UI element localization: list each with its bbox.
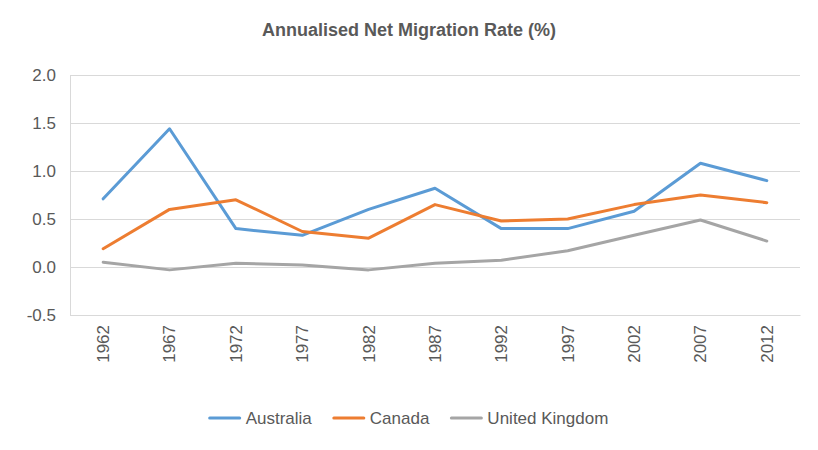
x-tick: 1992 <box>492 315 511 363</box>
x-tick-label: 1982 <box>360 325 379 363</box>
y-tick-label: 0.5 <box>32 210 56 229</box>
x-tick: 2012 <box>758 315 777 363</box>
x-tick: 1972 <box>227 315 246 363</box>
grid-line <box>70 315 800 316</box>
x-tick-label: 1972 <box>227 325 246 363</box>
legend-item: Australia <box>210 409 313 428</box>
x-tick: 1997 <box>559 315 578 363</box>
grid-line <box>70 219 800 220</box>
y-tick-label: 1.0 <box>32 162 56 181</box>
x-axis-line <box>71 315 801 316</box>
x-axis: 1962 1967 1972 1977 1982 1987 1992 1997 2002 2007… <box>71 315 801 363</box>
legend-label: United Kingdom <box>487 409 608 428</box>
grid-line <box>70 123 800 124</box>
series-line <box>103 129 767 236</box>
y-tick-label: 2.0 <box>32 66 56 85</box>
x-tick-label: 1997 <box>559 325 578 363</box>
x-tick: 2002 <box>625 315 644 363</box>
x-tick-label: 1962 <box>94 325 113 363</box>
y-tick: 1.5 <box>32 114 800 133</box>
legend-item: Canada <box>334 409 430 428</box>
x-tick: 1982 <box>360 315 379 363</box>
legend-swatch <box>451 417 481 420</box>
legend-label: Canada <box>370 409 430 428</box>
y-tick: -0.5 <box>27 306 800 325</box>
legend: Australia Canada United Kingdom <box>210 409 609 428</box>
x-tick-label: 1987 <box>426 325 445 363</box>
y-tick-label: -0.5 <box>27 306 56 325</box>
legend-label: Australia <box>246 409 313 428</box>
plot: -0.50.00.51.01.52.0196219671972197719821… <box>27 66 801 363</box>
x-tick: 2007 <box>691 315 710 363</box>
legend-item: United Kingdom <box>451 409 608 428</box>
legend-swatch <box>210 417 240 420</box>
x-tick-label: 2002 <box>625 325 644 363</box>
x-tick: 1967 <box>160 315 179 363</box>
y-tick: 2.0 <box>32 66 800 85</box>
series-line <box>103 195 767 249</box>
x-tick-label: 1992 <box>492 325 511 363</box>
series-line <box>103 220 767 270</box>
y-axis: -0.5 0.0 0.5 1.0 1.5 2.0 <box>27 66 800 325</box>
y-tick-label: 0.0 <box>32 258 56 277</box>
y-tick-label: 1.5 <box>32 114 56 133</box>
legend-swatch <box>334 417 364 420</box>
x-tick: 1987 <box>426 315 445 363</box>
grid-line <box>70 75 800 76</box>
x-tick: 1977 <box>293 315 312 363</box>
x-tick-label: 1977 <box>293 325 312 363</box>
x-tick-label: 2007 <box>691 325 710 363</box>
x-tick-label: 1967 <box>160 325 179 363</box>
lines <box>103 129 767 270</box>
y-axis-line <box>70 76 71 316</box>
title: Annualised Net Migration Rate (%) <box>262 20 556 40</box>
x-tick-label: 2012 <box>758 325 777 363</box>
chart: Annualised Net Migration Rate (%) -0.5 0.0… <box>0 0 818 450</box>
y-tick: 1.0 <box>32 162 800 181</box>
x-tick: 1962 <box>94 315 113 363</box>
